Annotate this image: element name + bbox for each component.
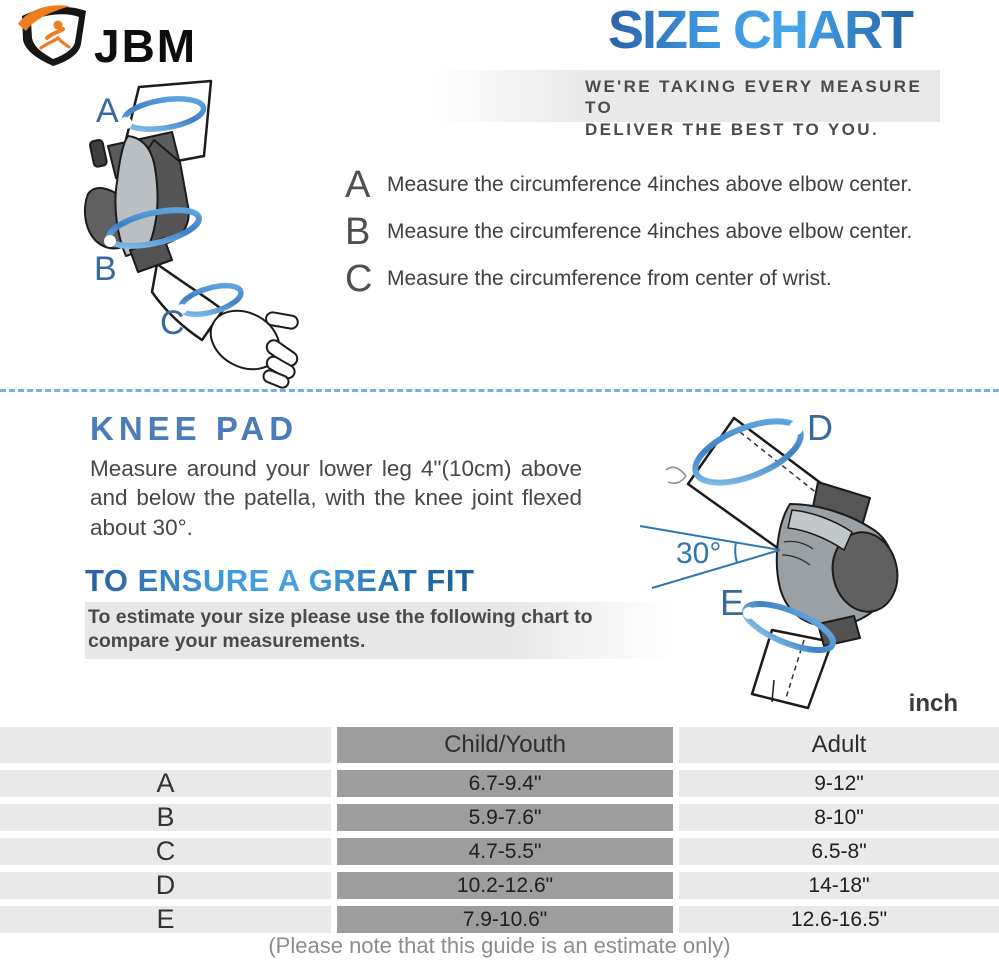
label-b: B <box>94 250 117 288</box>
knee-pad-heading: KNEE PAD <box>90 410 299 447</box>
ankle-cuff-line <box>771 679 775 703</box>
logo-brand-text: JBM <box>94 20 197 68</box>
angle-label: 30° <box>676 537 721 570</box>
table-cell-child: 5.9-7.6" <box>337 804 673 831</box>
sketch-tail <box>665 466 687 485</box>
table-row-label: A <box>0 768 331 798</box>
logo-runner-icon <box>39 20 71 50</box>
table-row-label: C <box>0 836 331 866</box>
angle-marker <box>639 525 781 589</box>
subtitle: WE'RE TAKING EVERY MEASURE TO DELIVER TH… <box>585 76 945 140</box>
knee-pad <box>775 481 899 647</box>
instruction-row-c: C Measure the circumference from center … <box>345 258 990 300</box>
table-header-adult: Adult <box>679 727 999 763</box>
knee-pad-body-text: Measure around your lower leg 4"(10cm) a… <box>90 456 582 540</box>
label-c: C <box>160 304 185 342</box>
table-cell-adult: 14-18" <box>679 872 999 899</box>
hand-outline <box>209 309 299 389</box>
instruction-row-b: B Measure the circumference 4inches abov… <box>345 211 990 253</box>
instruction-letter: C <box>345 258 373 300</box>
table-row-label: B <box>0 802 331 832</box>
calf-outline <box>750 628 834 710</box>
elbow-pad-diagram: A B C <box>83 79 299 389</box>
instruction-row-a: A Measure the circumference 4inches abov… <box>345 164 990 206</box>
instruction-letter: B <box>345 211 371 253</box>
ring-d <box>692 418 804 486</box>
table-cell-child: 7.9-10.6" <box>337 906 673 933</box>
instruction-text: Measure the circumference 4inches above … <box>387 220 913 243</box>
footnote: (Please note that this guide is an estim… <box>268 933 731 958</box>
measure-instructions: A Measure the circumference 4inches abov… <box>345 164 990 309</box>
table-header-child: Child/Youth <box>337 727 673 763</box>
instruction-text: Measure the circumference 4inches above … <box>387 173 913 196</box>
ring-e <box>742 600 836 654</box>
instruction-text: Measure the circumference from center of… <box>387 267 832 290</box>
page-title: SIZE CHART <box>608 2 948 59</box>
table-cell-adult: 12.6-16.5" <box>679 906 999 933</box>
fit-heading: TO ENSURE A GREAT FIT <box>85 563 475 598</box>
knee-pad-diagram: 30° D E <box>639 407 899 710</box>
table-cell-child: 6.7-9.4" <box>337 770 673 797</box>
fit-note: To estimate your size please use the fol… <box>85 602 673 659</box>
unit-label: inch <box>908 690 958 717</box>
table-cell-adult: 8-10" <box>679 804 999 831</box>
size-table: Child/Youth Adult A 6.7-9.4" 9-12" B 5.9… <box>0 727 999 934</box>
table-cell-adult: 9-12" <box>679 770 999 797</box>
jbm-logo: JBM <box>18 5 197 68</box>
ring-c <box>177 282 244 318</box>
table-row-label: D <box>0 870 331 900</box>
table-row-label: E <box>0 904 331 934</box>
label-d: D <box>807 407 833 448</box>
table-cell-adult: 6.5-8" <box>679 838 999 865</box>
ring-a <box>120 96 207 132</box>
instruction-letter: A <box>345 164 371 206</box>
dashed-divider <box>0 389 999 392</box>
label-e: E <box>720 582 744 623</box>
table-cell-child: 10.2-12.6" <box>337 872 673 899</box>
table-cell-child: 4.7-5.5" <box>337 838 673 865</box>
subtitle-line-1: WE'RE TAKING EVERY MEASURE TO <box>585 77 923 118</box>
subtitle-line-2: DELIVER THE BEST TO YOU. <box>585 119 880 139</box>
ring-b <box>104 207 202 249</box>
table-header-empty <box>0 727 331 763</box>
logo-swoosh <box>18 5 70 31</box>
label-a: A <box>96 92 119 130</box>
subtitle-background <box>430 70 940 122</box>
